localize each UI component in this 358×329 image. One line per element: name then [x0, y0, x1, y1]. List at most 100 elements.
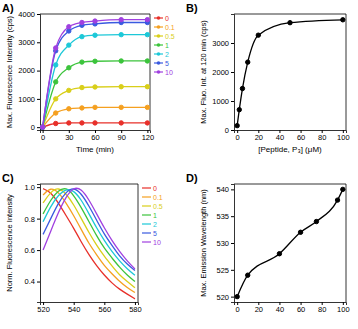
marker: [119, 32, 123, 36]
tick-label: 0: [31, 123, 35, 132]
tick: 4000: [18, 10, 40, 19]
tick-label: 30: [65, 133, 73, 142]
y-axis-title: Norm. Fluorescence Intensity: [5, 194, 14, 292]
tick-label: 1000: [212, 97, 229, 106]
marker: [246, 60, 250, 64]
legend-key: [142, 187, 151, 188]
series-line: [43, 190, 135, 276]
marker: [246, 273, 250, 277]
x-axis-line: [41, 303, 139, 306]
tick-mark: [231, 101, 234, 102]
plot-frame: [40, 14, 150, 130]
legend-label: 0.1: [165, 24, 175, 31]
legend-label: 0: [153, 185, 157, 192]
marker: [80, 20, 84, 24]
tick-label: 80: [318, 133, 326, 142]
legend-marker: [157, 52, 161, 56]
tick: 20: [255, 130, 263, 142]
marker: [80, 34, 84, 38]
x-axis-line: [235, 303, 347, 306]
tick: 580: [129, 302, 142, 314]
marker: [93, 19, 97, 23]
y-axis-title: Max. Fluorescence Intensity (cps): [5, 15, 14, 128]
series-line: [43, 189, 135, 288]
marker: [240, 86, 244, 90]
series-line: [43, 20, 148, 128]
marker: [93, 105, 97, 109]
marker: [119, 17, 123, 21]
tick-label: 535: [216, 212, 229, 221]
y-axis-line: [231, 185, 235, 303]
tick-label: 100: [337, 133, 350, 142]
tick: 100: [337, 302, 350, 314]
x-axis: 020406080100: [235, 302, 350, 314]
legend-label: 1: [153, 212, 157, 219]
tick-label: 4000: [18, 10, 35, 19]
tick-label: 20: [255, 305, 263, 314]
marker: [93, 85, 97, 89]
x-axis: 020406080100: [235, 130, 350, 142]
y-axis-title: Max. Fluo. Int. at 120 min (cps): [199, 20, 208, 124]
legend-key: [142, 223, 151, 224]
legend-label: 10: [153, 239, 161, 246]
marker: [145, 59, 149, 63]
tick-label: 580: [129, 305, 142, 314]
tick-label: 540: [216, 185, 229, 194]
panel-label: D): [186, 172, 198, 184]
tick-label: 20: [255, 133, 263, 142]
legend-key: [142, 241, 151, 242]
marker: [237, 108, 241, 112]
tick: 3000: [212, 39, 234, 48]
tick-label: 0.8: [25, 215, 35, 224]
marker: [93, 33, 97, 37]
tick: 30: [65, 130, 73, 142]
marker: [67, 25, 71, 29]
plot-area: [235, 187, 345, 299]
tick-mark: [37, 219, 40, 220]
tick: 540: [68, 302, 81, 314]
tick: 40: [276, 302, 284, 314]
tick: 20: [255, 302, 263, 314]
marker: [235, 294, 239, 298]
tick-label: 520: [37, 305, 50, 314]
tick-label: 60: [297, 305, 305, 314]
plot-frame: [234, 184, 346, 302]
marker: [145, 105, 149, 109]
y-axis-line: [37, 185, 41, 303]
legend-marker: [157, 61, 161, 65]
y-axis-line: [231, 15, 235, 131]
tick-label: 90: [118, 133, 126, 142]
plot-frame: [40, 184, 138, 302]
tick: 560: [99, 302, 112, 314]
tick: 0: [31, 123, 40, 132]
tick-label: 40: [276, 133, 284, 142]
x-axis-line: [235, 131, 347, 134]
tick-mark: [37, 99, 40, 100]
marker: [119, 105, 123, 109]
tick-mark: [37, 187, 40, 188]
tick: 1.0: [25, 183, 40, 192]
legend-key: [142, 196, 151, 197]
series-line: [43, 189, 135, 299]
tick: 520: [216, 293, 234, 302]
marker: [288, 21, 292, 25]
marker: [93, 121, 97, 125]
marker: [54, 121, 58, 125]
marker: [67, 43, 71, 47]
tick: 60: [297, 302, 305, 314]
tick-mark: [231, 297, 234, 298]
x-axis-title: [Peptide, P₃] (μM): [258, 145, 322, 154]
tick: 0: [225, 126, 234, 135]
tick-label: 60: [297, 133, 305, 142]
legend-marker: [157, 25, 161, 29]
marker: [80, 60, 84, 64]
tick: 0: [236, 302, 240, 314]
y-axis: 01000200030004000: [18, 10, 40, 132]
tick: 100: [337, 130, 350, 142]
marker: [298, 230, 302, 234]
marker: [80, 85, 84, 89]
tick: 0.8: [25, 215, 40, 224]
series-line: [43, 87, 148, 127]
tick: 1000: [18, 95, 40, 104]
marker: [40, 125, 44, 129]
